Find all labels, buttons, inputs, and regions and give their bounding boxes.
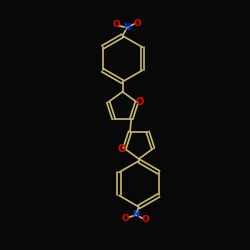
Text: N: N — [124, 23, 130, 32]
Text: +: + — [128, 24, 132, 29]
Text: +: + — [136, 211, 141, 216]
Text: O: O — [117, 144, 126, 154]
Text: O: O — [122, 214, 130, 223]
Text: O: O — [136, 97, 144, 107]
Text: -: - — [147, 214, 150, 220]
Text: -: - — [138, 19, 141, 25]
Text: O: O — [112, 20, 120, 29]
Text: O: O — [134, 19, 141, 28]
Text: N: N — [132, 210, 139, 220]
Text: O: O — [142, 215, 149, 224]
